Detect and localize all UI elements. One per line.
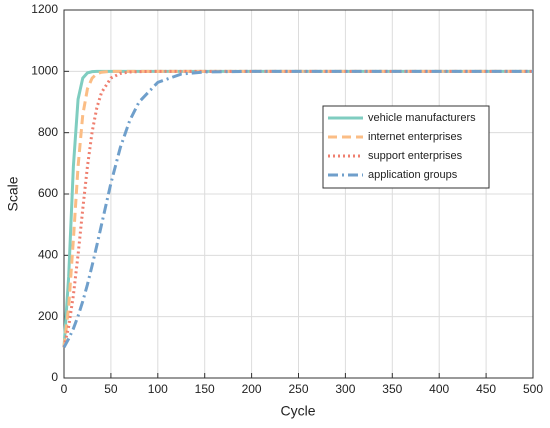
y-tick-label: 1200 — [31, 2, 58, 16]
legend: vehicle manufacturers internet enterprise… — [322, 105, 490, 189]
y-tick-label: 200 — [38, 309, 58, 323]
legend-label: support enterprises — [368, 150, 463, 162]
series-line — [62, 69, 533, 349]
y-tick-label: 0 — [51, 370, 58, 384]
y-tick-label: 1000 — [31, 64, 58, 78]
series-line — [62, 69, 533, 348]
legend-box — [322, 105, 490, 189]
x-tick-label: 500 — [523, 382, 543, 396]
x-tick-label: 350 — [382, 382, 402, 396]
x-tick-label: 150 — [195, 382, 215, 396]
y-tick-label: 600 — [38, 186, 58, 200]
plot-frame — [63, 9, 534, 379]
legend-label: vehicle manufacturers — [368, 112, 476, 124]
x-tick-label: 50 — [104, 382, 118, 396]
x-tick-label: 300 — [335, 382, 355, 396]
x-tick-label: 400 — [429, 382, 449, 396]
y-tick-label: 800 — [38, 125, 58, 139]
x-tick-label: 100 — [148, 382, 168, 396]
y-tick-label: 400 — [38, 248, 58, 262]
legend-label: internet enterprises — [368, 131, 463, 143]
x-tick-label: 0 — [61, 382, 68, 396]
y-axis-label: Scale — [5, 176, 21, 211]
series-line — [62, 69, 533, 348]
x-axis-label: Cycle — [280, 403, 315, 419]
x-tick-label: 200 — [242, 382, 262, 396]
x-tick-label: 250 — [288, 382, 308, 396]
x-tick-label: 450 — [476, 382, 496, 396]
legend-label: application groups — [368, 169, 458, 181]
